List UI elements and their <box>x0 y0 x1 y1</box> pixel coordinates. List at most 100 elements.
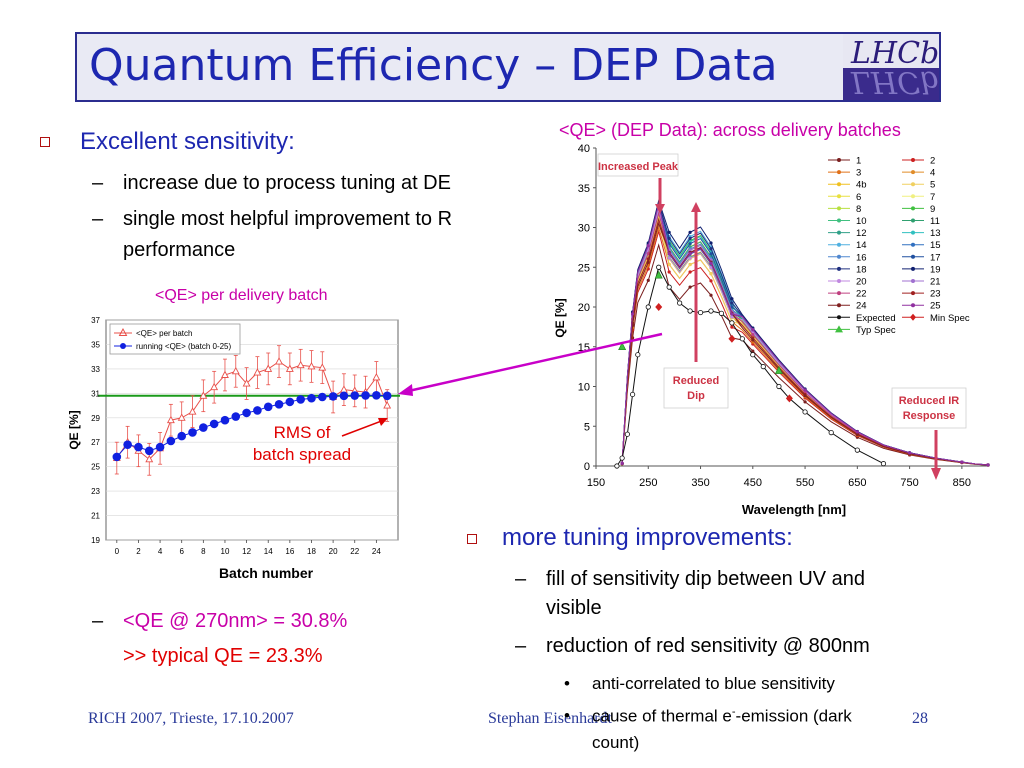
legend-label-7: 7 <box>930 192 935 203</box>
annotation-reduced-ir-2: Response <box>903 410 956 422</box>
rms-annotation-line1: RMS of <box>274 423 331 442</box>
qe-point <box>908 451 912 455</box>
per-batch-point <box>285 364 294 372</box>
qe-point <box>688 285 692 289</box>
bullet-helpful-improvement: single most helpful improvement to R <box>123 208 453 230</box>
dash: – <box>515 635 527 657</box>
rms-arrow <box>341 419 385 437</box>
bullet-excellent-sensitivity: Excellent sensitivity: <box>80 128 295 155</box>
batch-y-tick: 37 <box>91 316 100 325</box>
running-qe-point <box>382 391 392 401</box>
qe-point <box>646 278 650 282</box>
running-qe-point <box>134 442 143 452</box>
running-qe-point <box>144 446 154 456</box>
batch-y-tick: 35 <box>91 340 100 349</box>
qe-point <box>709 252 713 256</box>
legend-label-18: 18 <box>856 264 867 275</box>
qe-point <box>709 272 713 276</box>
running-qe-point <box>317 392 327 402</box>
qe-point <box>688 270 692 274</box>
legend-marker <box>911 206 915 211</box>
expected-point <box>880 461 887 467</box>
batch-x-tick: 24 <box>372 547 381 556</box>
qe-point <box>667 270 671 274</box>
legend-label-17: 17 <box>930 252 941 263</box>
per-batch-point <box>145 454 154 463</box>
slide-title: Quantum Efficiency – DEP Data <box>89 40 778 91</box>
batch-legend-box <box>109 323 241 355</box>
running-qe-point <box>274 400 284 409</box>
batch-plot-frame <box>105 319 399 541</box>
batch-y-tick: 31 <box>91 389 100 398</box>
legend-label-Expected: Expected <box>856 313 896 324</box>
dep-y-tick: 5 <box>584 421 590 433</box>
legend-marker <box>837 170 841 175</box>
dash: – <box>92 610 104 632</box>
running-qe-point <box>123 440 132 449</box>
legend-marker <box>837 315 841 320</box>
legend-label-20: 20 <box>856 277 867 288</box>
qe-point <box>667 256 671 260</box>
qe-point <box>709 293 713 297</box>
qe-point <box>688 252 692 256</box>
legend-marker <box>911 291 915 296</box>
qe-point <box>646 260 650 264</box>
batch-x-tick: 10 <box>221 547 230 556</box>
batch-x-tick: 6 <box>179 547 184 556</box>
qe-point <box>709 247 713 251</box>
running-qe-point <box>177 431 187 441</box>
qe-point <box>667 262 671 267</box>
qe-point <box>730 315 734 319</box>
expected-point <box>760 364 766 370</box>
qe-point <box>688 242 692 246</box>
qe-point <box>688 230 692 234</box>
legend-label-1: 1 <box>856 156 861 167</box>
qe-point <box>803 394 807 398</box>
qe-point <box>688 262 692 267</box>
dep-x-tick: 750 <box>900 477 918 489</box>
footer-conference: RICH 2007, Trieste, 17.10.2007 <box>88 710 294 727</box>
rms-annotation-line2: batch spread <box>253 445 351 464</box>
dep-y-tick: 30 <box>578 223 590 235</box>
dep-x-tick: 250 <box>639 477 657 489</box>
legend-marker <box>910 313 916 321</box>
legend-marker <box>837 291 841 296</box>
running-qe-point <box>339 391 349 401</box>
per-batch-point <box>383 401 392 409</box>
running-qe-point <box>361 391 370 400</box>
qe-270nm-value: <QE @ 270nm> = 30.8% <box>123 610 348 632</box>
legend-marker <box>837 279 841 283</box>
footer-page-number: 28 <box>912 710 928 727</box>
min-spec-point <box>655 303 663 311</box>
running-qe-point <box>155 442 165 452</box>
legend-label-Typ Spec: Typ Spec <box>856 325 896 336</box>
per-batch-point <box>275 357 283 365</box>
legend-marker <box>837 266 841 271</box>
logo-text: LHCb <box>851 36 939 71</box>
rms-arrowhead <box>378 418 388 426</box>
expected-point <box>677 300 683 306</box>
typical-qe-value: >> typical QE = 23.3% <box>123 645 323 667</box>
batch-x-tick: 18 <box>307 547 316 556</box>
min-spec-point <box>728 334 736 343</box>
expected-point <box>624 431 630 437</box>
expected-point <box>687 308 693 314</box>
batch-x-tick: 14 <box>264 547 273 556</box>
dep-x-tick: 850 <box>953 477 971 489</box>
per-batch-point <box>372 372 381 381</box>
footer-author: Stephan Eisenhardt <box>488 710 612 727</box>
dep-y-tick: 25 <box>578 262 590 274</box>
batch-y-tick: 29 <box>91 414 100 423</box>
expected-point <box>656 264 662 270</box>
legend-label-15: 15 <box>930 240 941 251</box>
batch-x-tick: 16 <box>285 547 294 556</box>
legend-label-5: 5 <box>930 180 935 191</box>
running-qe-point <box>285 397 295 407</box>
running-qe-point <box>209 419 219 429</box>
link-arrow-line <box>403 332 663 394</box>
dep-x-tick: 550 <box>796 477 814 489</box>
expected-point <box>718 310 725 316</box>
expected-point <box>614 463 620 469</box>
legend-marker <box>837 194 841 199</box>
running-qe-point <box>328 392 338 401</box>
